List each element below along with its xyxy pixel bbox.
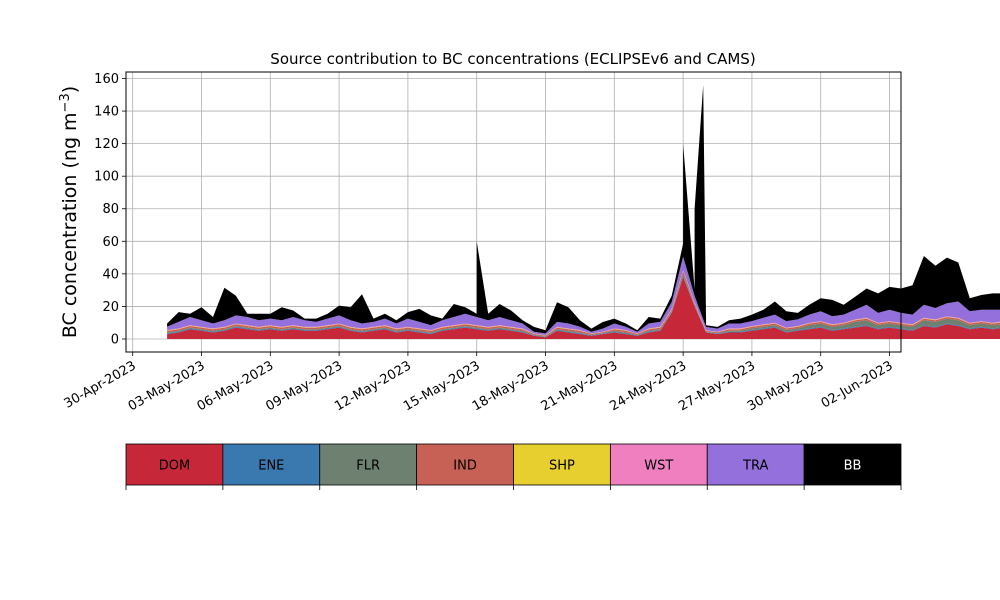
legend-label-flr: FLR — [356, 459, 380, 474]
legend-label-tra: TRA — [742, 459, 768, 474]
y-tick-label: 120 — [94, 137, 119, 152]
x-tick-label: 21-May-2023 — [539, 358, 621, 414]
y-tick-label: 100 — [94, 170, 119, 185]
x-tick-label: 24-May-2023 — [607, 358, 689, 414]
y-tick-label: 80 — [102, 202, 119, 217]
legend-label-wst: WST — [644, 459, 673, 474]
x-tick-label: 15-May-2023 — [401, 358, 483, 414]
legend-swatch-flr — [319, 443, 418, 486]
legend-swatch-wst — [609, 443, 708, 486]
legend-swatch-ind — [416, 443, 514, 486]
y-tick-label: 60 — [102, 235, 119, 250]
y-axis-ticks: 0 20 40 60 80 100 120 140 160 — [94, 72, 126, 347]
y-axis-label: BC concentration (ng m−3) — [58, 86, 81, 338]
x-tick-label: 18-May-2023 — [470, 358, 552, 414]
legend-label-ind: IND — [453, 459, 477, 474]
legend-label-dom: DOM — [159, 459, 190, 474]
area-dom — [167, 277, 1000, 339]
y-tick-label: 160 — [94, 72, 119, 87]
y-tick-label: 140 — [94, 105, 119, 120]
legend-label-bb: BB — [844, 459, 862, 474]
y-tick-label: 20 — [102, 300, 119, 315]
y-tick-label: 40 — [102, 267, 119, 282]
legend-swatch-shp — [513, 443, 611, 486]
chart-title: Source contribution to BC concentrations… — [270, 50, 755, 68]
legend-label-ene: ENE — [258, 459, 284, 474]
plot-frame — [125, 71, 902, 353]
legend-label-shp: SHP — [549, 459, 575, 474]
x-tick-label: 30-May-2023 — [745, 358, 827, 414]
x-tick-label: 27-May-2023 — [676, 358, 758, 414]
x-tick-label: 09-May-2023 — [263, 358, 345, 414]
x-axis-ticks: 30-Apr-202303-May-202306-May-202309-May-… — [62, 352, 896, 414]
y-tick-label: 0 — [111, 332, 119, 347]
legend-swatch-ene — [222, 443, 321, 486]
legend-swatch-tra — [706, 443, 805, 486]
color-legend: DOM ENE FLR IND SHP WST TRA BB — [125, 443, 902, 490]
x-tick-label: 02-Jun-2023 — [819, 358, 896, 411]
area-bb — [167, 85, 1000, 334]
x-tick-label: 03-May-2023 — [126, 358, 208, 414]
legend-swatch-bb — [803, 443, 902, 486]
stacked-areas — [167, 85, 1000, 339]
x-tick-label: 12-May-2023 — [332, 358, 414, 414]
x-tick-label: 06-May-2023 — [195, 358, 277, 414]
